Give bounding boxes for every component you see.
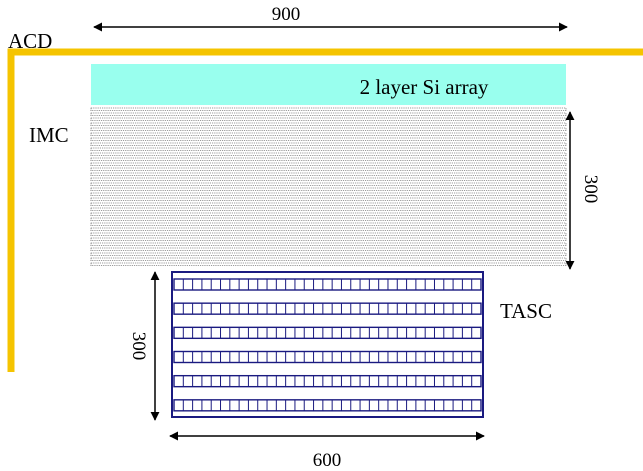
imc-layer	[90, 162, 567, 167]
imc-layer	[90, 107, 567, 112]
imc-layer	[90, 117, 567, 122]
imc-layer	[90, 192, 567, 197]
imc-layer	[90, 237, 567, 242]
imc-layer	[90, 142, 567, 147]
imc-layer	[90, 232, 567, 237]
imc-layer	[90, 212, 567, 217]
tasc-layer	[173, 374, 482, 388]
tasc-label: TASC	[500, 299, 552, 323]
imc-layer	[90, 147, 567, 152]
imc-layer	[90, 187, 567, 192]
acd-label: ACD	[8, 29, 52, 53]
imc-layer	[90, 207, 567, 212]
imc-layer	[90, 122, 567, 127]
tasc-layer	[173, 302, 482, 315]
imc-layer	[90, 262, 567, 267]
imc-layer	[90, 217, 567, 222]
tasc-layer	[173, 350, 482, 364]
si-array-label: 2 layer Si array	[360, 75, 489, 99]
imc-layer	[90, 152, 567, 157]
imc-layer	[90, 172, 567, 177]
imc-layer	[90, 137, 567, 142]
tasc-frame	[171, 271, 484, 418]
imc-layer	[90, 197, 567, 202]
tasc-block	[171, 271, 484, 418]
imc-layer	[90, 252, 567, 257]
imc-label: IMC	[29, 123, 69, 147]
imc-layer	[90, 242, 567, 247]
imc-height-label: 300	[580, 175, 601, 204]
imc-layer	[90, 167, 567, 172]
imc-layer	[90, 127, 567, 132]
imc-layer	[90, 177, 567, 182]
imc-layer	[90, 157, 567, 162]
si-array	[91, 64, 566, 105]
imc-layer	[90, 227, 567, 232]
tasc-height-label: 300	[128, 332, 149, 361]
imc-layer	[90, 182, 567, 187]
imc-layer	[90, 247, 567, 252]
width-dimension-label: 900	[272, 4, 301, 25]
tasc-layer	[173, 326, 482, 340]
acd-shield	[7, 48, 643, 372]
imc-layer	[90, 112, 567, 117]
tasc-layer	[173, 278, 482, 291]
imc-layer	[90, 132, 567, 137]
imc-layer	[90, 222, 567, 227]
imc-layer	[90, 257, 567, 262]
imc-layer	[90, 202, 567, 207]
tasc-width-label: 600	[313, 450, 342, 471]
tasc-layer	[173, 399, 482, 412]
imc-block	[90, 107, 567, 267]
